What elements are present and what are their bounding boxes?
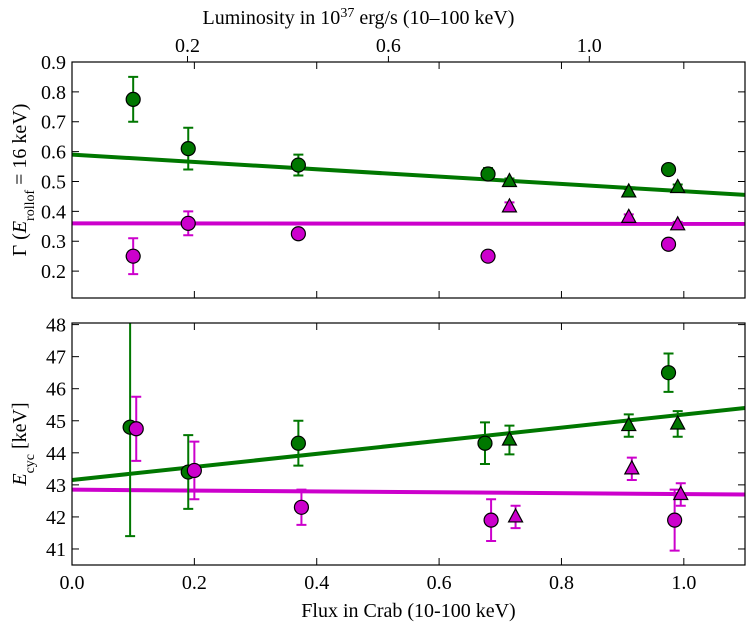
y-label-part: rollof <box>23 190 38 221</box>
y-axis-label: Ecyc [keV] <box>9 402 38 486</box>
x-tick-label: 0.2 <box>182 572 207 594</box>
marker-triangle <box>623 459 640 475</box>
y-tick-label: 0.4 <box>41 201 66 223</box>
x2-tick-label: 0.6 <box>376 35 401 57</box>
y-tick-label: 0.2 <box>41 261 66 283</box>
marker-triangle <box>672 485 689 501</box>
marker-circle <box>180 141 196 157</box>
y-tick-label: 44 <box>46 443 66 465</box>
y-tick-label: 46 <box>46 379 66 401</box>
fit-line <box>72 405 745 483</box>
fit-line <box>72 487 745 497</box>
marker-circle <box>480 248 496 264</box>
axes-frame <box>71 61 746 299</box>
y-tick-label: 0.8 <box>41 82 66 104</box>
x-tick-label: 0.8 <box>549 572 574 594</box>
fit-line <box>72 152 745 197</box>
x2-label-part: 37 <box>340 6 354 21</box>
y-tick-label: 45 <box>46 411 66 433</box>
y-tick-label: 0.7 <box>41 112 66 134</box>
x-tick-label: 0.6 <box>427 572 452 594</box>
x2-label-part: Luminosity in 10 <box>203 7 341 29</box>
x-axis-label: Flux in Crab (10-100 keV) <box>301 600 515 622</box>
marker-triangle <box>501 197 518 213</box>
marker-circle <box>480 166 496 182</box>
marker-circle <box>128 421 144 437</box>
marker-circle <box>186 462 202 479</box>
x-tick-label: 0.4 <box>304 572 329 594</box>
y-tick-label: 48 <box>46 315 66 337</box>
plot-area <box>72 75 745 276</box>
y-tick-label: 41 <box>46 539 66 561</box>
x2-axis-label: Luminosity in 1037 erg/s (10–100 keV) <box>203 6 515 30</box>
y-label-part: cyc <box>23 454 38 473</box>
y-label-part: [keV] <box>9 402 31 454</box>
x2-label-part: erg/s (10–100 keV) <box>354 7 514 29</box>
y-tick-label: 47 <box>46 347 66 369</box>
marker-triangle <box>620 182 637 198</box>
x-tick-label: 0.0 <box>60 572 85 594</box>
marker-circle <box>290 226 306 242</box>
marker-circle <box>667 512 683 528</box>
x2-tick-label: 0.2 <box>175 35 200 57</box>
y-label-part: E <box>9 473 31 486</box>
y-tick-label: 0.5 <box>41 171 66 193</box>
marker-circle <box>293 499 310 515</box>
y-label-part: Γ ( <box>9 233 31 257</box>
marker-triangle <box>669 215 686 231</box>
x2-tick-label: 1.0 <box>577 35 602 57</box>
marker-circle <box>180 215 196 231</box>
y-label-part: E <box>9 221 31 234</box>
marker-circle <box>290 157 306 173</box>
marker-triangle <box>501 430 518 446</box>
y-tick-label: 0.6 <box>41 142 66 164</box>
marker-triangle <box>669 178 686 194</box>
y-label-part: = 16 keV) <box>9 104 31 190</box>
plot-area <box>72 323 745 552</box>
fit-line <box>72 221 745 226</box>
marker-circle <box>125 91 141 107</box>
marker-triangle <box>620 416 637 432</box>
marker-circle <box>483 512 499 528</box>
marker-circle <box>660 161 677 178</box>
axes-frame <box>71 322 746 566</box>
y-tick-label: 43 <box>46 475 66 497</box>
marker-circle <box>660 236 677 252</box>
y-tick-label: 0.3 <box>41 231 66 253</box>
marker-circle <box>660 365 677 381</box>
marker-triangle <box>620 208 637 223</box>
marker-triangle <box>669 414 686 430</box>
x-tick-label: 1.0 <box>671 572 696 594</box>
y-tick-label: 0.9 <box>41 52 66 74</box>
marker-circle <box>290 435 306 451</box>
marker-circle <box>477 435 493 451</box>
y-axis-label: Γ (Erollof = 16 keV) <box>9 104 38 257</box>
y-tick-label: 42 <box>46 507 66 529</box>
marker-circle <box>125 248 141 264</box>
marker-triangle <box>501 172 518 188</box>
marker-triangle <box>507 507 524 523</box>
